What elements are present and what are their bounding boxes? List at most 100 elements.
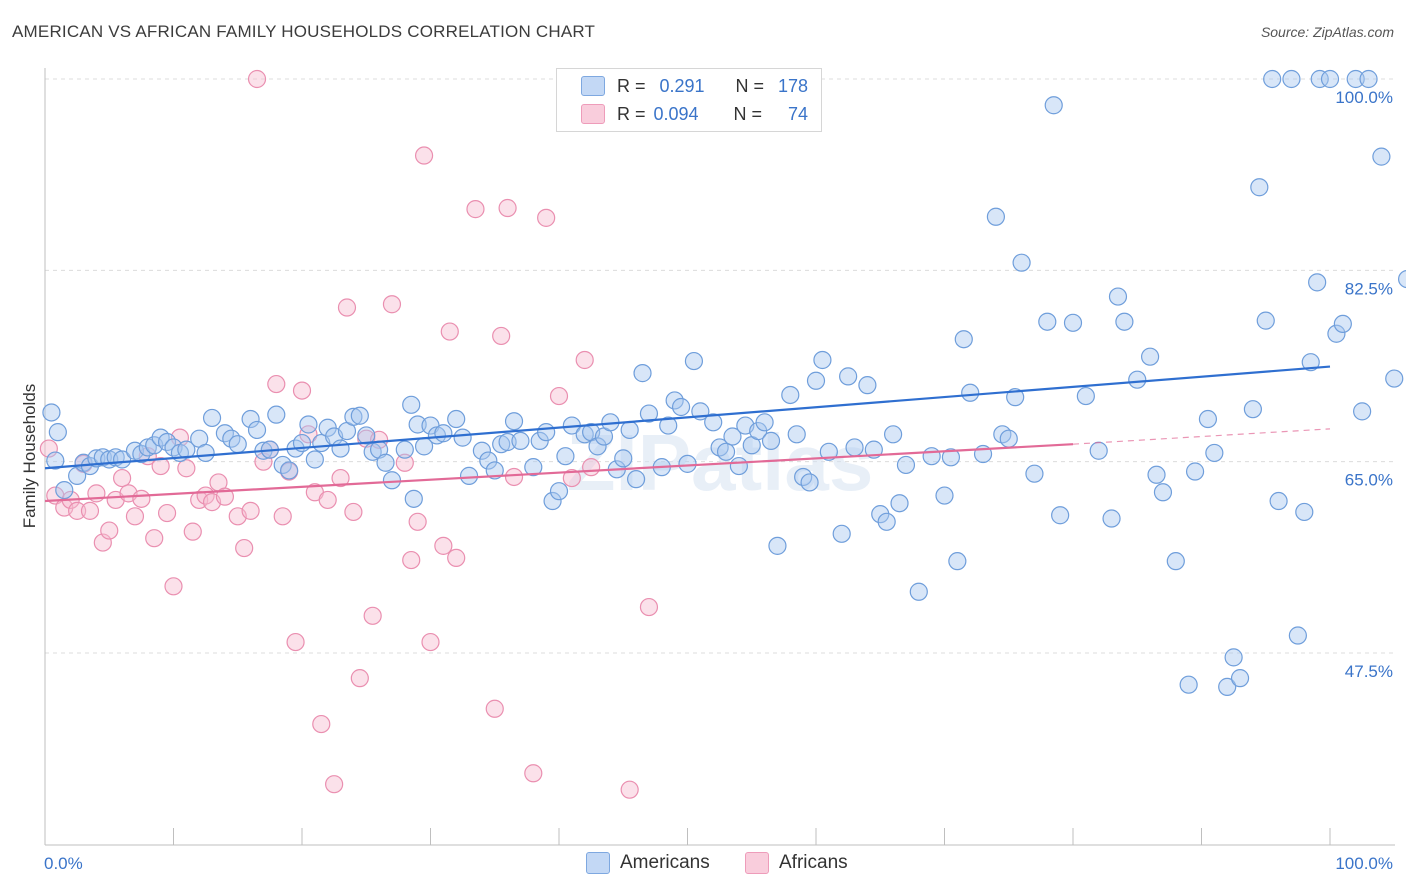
data-point bbox=[1333, 314, 1352, 334]
data-point bbox=[1301, 353, 1320, 372]
data-point bbox=[357, 426, 376, 445]
data-point bbox=[395, 440, 414, 459]
data-point bbox=[684, 351, 704, 371]
data-point bbox=[376, 453, 395, 472]
data-point bbox=[151, 456, 170, 476]
data-point bbox=[344, 407, 363, 426]
data-point bbox=[1372, 147, 1391, 166]
data-point bbox=[337, 298, 357, 317]
data-point bbox=[112, 468, 132, 488]
data-point bbox=[235, 538, 254, 558]
data-point bbox=[305, 450, 324, 469]
chart-title: AMERICAN VS AFRICAN FAMILY HOUSEHOLDS CO… bbox=[12, 22, 596, 41]
data-point bbox=[87, 449, 106, 468]
data-point bbox=[1288, 626, 1307, 645]
data-point bbox=[504, 412, 524, 431]
data-point bbox=[935, 486, 954, 505]
data-point bbox=[890, 494, 909, 513]
data-point bbox=[704, 413, 723, 432]
data-point bbox=[55, 480, 74, 500]
data-point bbox=[806, 371, 826, 390]
data-point bbox=[100, 521, 119, 540]
x-tick-label: 100.0% bbox=[1335, 854, 1393, 873]
data-point bbox=[414, 146, 434, 165]
data-point bbox=[761, 431, 781, 450]
data-point bbox=[1076, 386, 1095, 406]
africans-r-label: R = bbox=[617, 103, 646, 124]
data-point bbox=[408, 415, 427, 434]
americans-r-value: 0.291 bbox=[659, 75, 705, 96]
data-point bbox=[1063, 313, 1083, 332]
data-point bbox=[1147, 465, 1166, 484]
data-point bbox=[1153, 483, 1173, 502]
africans-series bbox=[39, 69, 659, 799]
y-tick-label: 47.5% bbox=[1345, 662, 1393, 681]
legend-item-americans[interactable]: Americans bbox=[586, 852, 710, 874]
data-point bbox=[132, 489, 151, 508]
data-point bbox=[755, 413, 774, 432]
data-point bbox=[492, 326, 511, 346]
data-point bbox=[1282, 69, 1301, 89]
data-point bbox=[1398, 270, 1406, 289]
watermark: ZIPatlas bbox=[567, 418, 874, 507]
data-point bbox=[498, 198, 517, 218]
data-point bbox=[1346, 69, 1365, 89]
data-point bbox=[524, 458, 543, 477]
americans-legend-label: Americans bbox=[620, 852, 710, 873]
data-point bbox=[832, 524, 851, 543]
data-point bbox=[620, 780, 639, 799]
americans-r-label: R = bbox=[617, 75, 646, 96]
data-point bbox=[1185, 462, 1205, 481]
data-point bbox=[671, 397, 691, 417]
data-point bbox=[1269, 491, 1288, 511]
data-point bbox=[453, 428, 472, 447]
data-point bbox=[896, 455, 916, 475]
data-point bbox=[157, 503, 177, 523]
data-point bbox=[404, 489, 423, 508]
data-point bbox=[196, 443, 215, 463]
data-point bbox=[48, 423, 67, 442]
data-point bbox=[575, 350, 594, 370]
africans-trend-line bbox=[44, 443, 1074, 503]
data-point bbox=[1385, 369, 1404, 388]
data-point bbox=[292, 381, 312, 400]
data-point bbox=[325, 775, 344, 794]
data-point bbox=[961, 383, 980, 402]
data-point bbox=[68, 501, 87, 520]
data-point bbox=[402, 395, 421, 414]
africans-swatch bbox=[581, 104, 605, 124]
data-point bbox=[614, 449, 633, 468]
data-point bbox=[132, 444, 151, 464]
legend-item-africans[interactable]: Africans bbox=[745, 852, 848, 874]
data-point bbox=[1038, 312, 1057, 331]
data-point bbox=[80, 501, 100, 520]
data-point bbox=[1128, 370, 1147, 389]
legend-row-americans: R = 0.291 N = 178 bbox=[581, 73, 808, 99]
data-point bbox=[999, 429, 1018, 448]
data-point bbox=[1320, 69, 1340, 89]
data-point bbox=[350, 669, 369, 688]
data-point bbox=[986, 207, 1006, 226]
data-point bbox=[620, 420, 639, 440]
data-point bbox=[582, 458, 601, 477]
data-point bbox=[626, 470, 646, 489]
data-point bbox=[819, 442, 838, 461]
data-point bbox=[1051, 506, 1070, 525]
data-point bbox=[1263, 69, 1282, 89]
data-point bbox=[1295, 502, 1314, 522]
data-point bbox=[286, 632, 305, 652]
americans-trend-line bbox=[44, 365, 1331, 470]
data-point bbox=[1166, 552, 1185, 571]
data-point bbox=[845, 438, 864, 457]
y-axis-label: Family Households bbox=[20, 384, 39, 529]
data-point bbox=[1044, 96, 1063, 115]
data-point bbox=[1327, 324, 1346, 343]
data-point bbox=[46, 451, 65, 470]
gridlines bbox=[45, 78, 1395, 654]
data-point bbox=[280, 461, 299, 480]
data-point bbox=[382, 471, 402, 490]
data-point bbox=[858, 376, 877, 395]
data-point bbox=[941, 448, 961, 467]
data-point bbox=[922, 447, 941, 466]
